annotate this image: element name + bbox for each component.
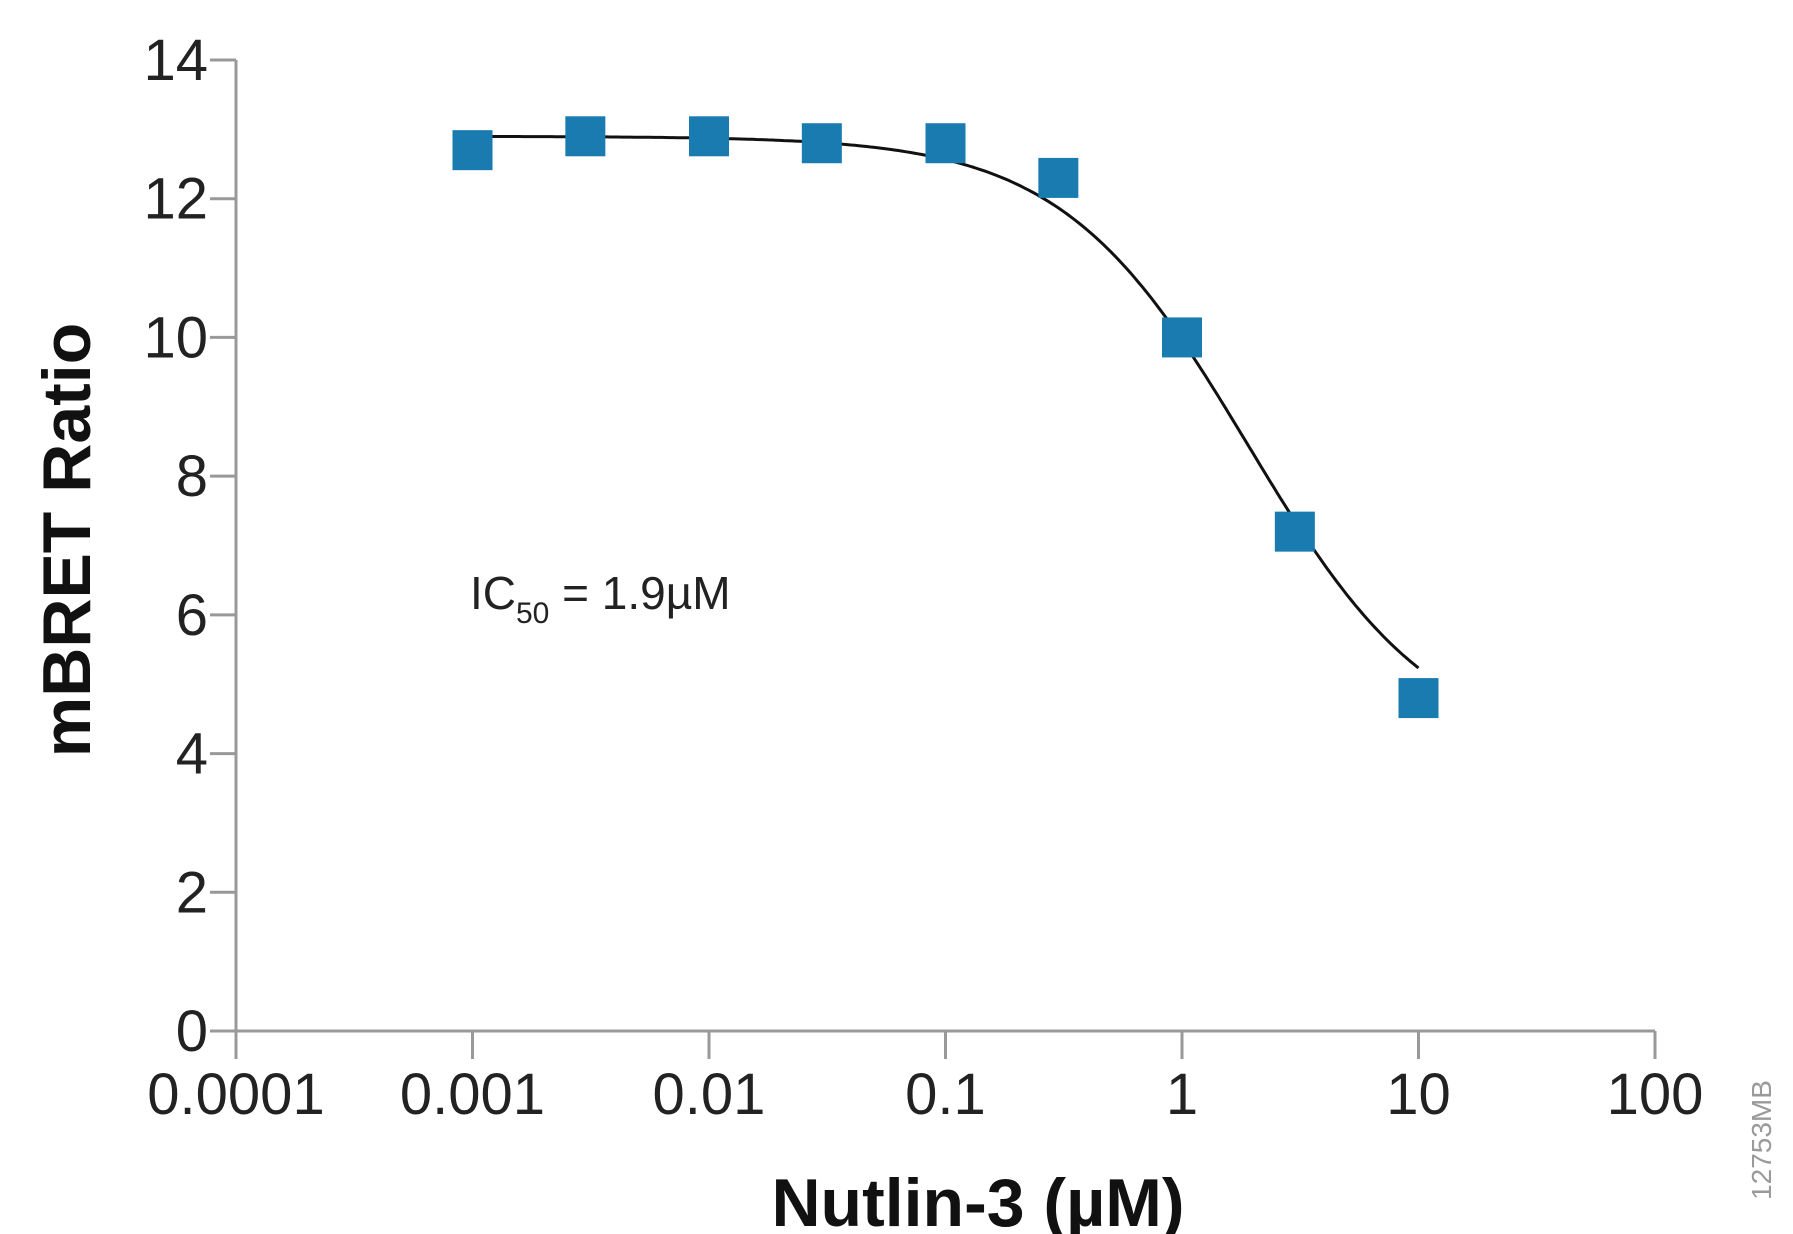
data-point-marker bbox=[925, 123, 966, 164]
data-point-marker bbox=[1398, 678, 1439, 719]
x-tick-label: 0.001 bbox=[400, 1062, 545, 1127]
y-tick-label: 10 bbox=[143, 305, 208, 370]
ic50-label: IC bbox=[470, 567, 516, 619]
figure-id: 12753MB bbox=[1746, 1080, 1777, 1200]
x-tick-label: 0.01 bbox=[653, 1062, 766, 1127]
y-tick-label: 0 bbox=[176, 999, 208, 1064]
x-tick-label: 0.1 bbox=[905, 1062, 986, 1127]
y-tick-label: 14 bbox=[143, 28, 208, 93]
data-points bbox=[452, 116, 1439, 719]
y-axis-title: mBRET Ratio bbox=[29, 323, 105, 757]
data-point-marker bbox=[1162, 317, 1202, 358]
data-point-marker bbox=[1274, 511, 1315, 552]
ic50-subscript: 50 bbox=[516, 597, 549, 630]
data-point-marker bbox=[565, 116, 606, 157]
y-tick-label: 8 bbox=[176, 444, 208, 509]
y-tick-label: 12 bbox=[143, 167, 208, 232]
x-ticks: 0.0001 0.001 0.01 0.1 1 10 100 bbox=[147, 1031, 1703, 1127]
y-tick-label: 6 bbox=[176, 583, 208, 648]
x-tick-label: 10 bbox=[1386, 1062, 1451, 1127]
data-point-marker bbox=[1038, 157, 1079, 198]
y-ticks: 0 2 4 6 8 10 12 14 bbox=[143, 28, 236, 1064]
data-point-marker bbox=[452, 130, 493, 171]
y-tick-label: 4 bbox=[176, 722, 208, 787]
x-tick-label: 100 bbox=[1607, 1062, 1704, 1127]
y-tick-label: 2 bbox=[176, 860, 208, 925]
axes bbox=[234, 60, 1655, 1033]
x-tick-label: 0.0001 bbox=[147, 1062, 324, 1127]
data-point-marker bbox=[801, 123, 842, 164]
x-tick-label: 1 bbox=[1166, 1062, 1198, 1127]
data-point-marker bbox=[689, 116, 729, 157]
x-axis-title: Nutlin-3 (µM) bbox=[771, 1165, 1184, 1234]
ic50-value: = 1.9µM bbox=[549, 567, 730, 619]
ic50-annotation: IC50 = 1.9µM bbox=[470, 567, 731, 630]
